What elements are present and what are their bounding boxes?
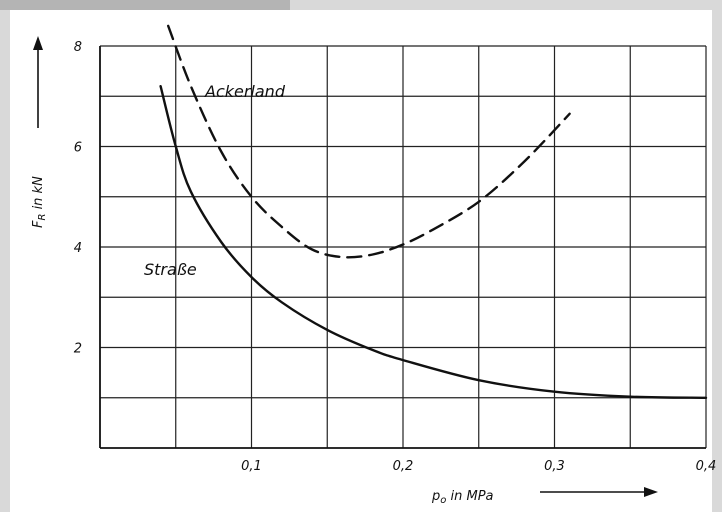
x-axis-title: po in MPa: [431, 489, 494, 506]
y-axis-arrow: [33, 36, 43, 128]
chart-axes: [99, 46, 706, 449]
curve-label-strasse: Straße: [144, 260, 197, 279]
y-axis-title-unit: in kN: [31, 176, 46, 214]
x-axis-title-subscript: o: [440, 495, 446, 506]
series-line-strasse: [159, 85, 708, 399]
chart-ticks: 0,1 0,2 0,3 0,4 2 4 6 8: [74, 40, 717, 474]
y-tick-label: 6: [74, 141, 82, 156]
y-tick-label: 4: [74, 241, 82, 256]
series-line-ackerland: [167, 24, 571, 259]
y-axis-title-subscript: R: [37, 214, 48, 221]
figure-frame: [10, 10, 712, 512]
y-tick-label: 8: [74, 40, 82, 55]
y-axis-title-symbol: F: [31, 220, 46, 228]
x-axis-arrow: [540, 487, 658, 497]
chart-curves: [159, 24, 708, 399]
y-tick-label: 2: [74, 342, 82, 357]
x-axis-title-symbol: p: [431, 489, 440, 504]
x-tick-label: 0,3: [544, 459, 565, 474]
y-axis-title: FR in kN: [31, 176, 48, 228]
x-tick-label: 0,2: [393, 459, 414, 474]
curve-label-ackerland: Ackerland: [204, 82, 286, 101]
x-axis-title-unit: in MPa: [446, 489, 493, 504]
chart-grid: [100, 45, 707, 448]
y-axis-title-group: FR in kN: [31, 176, 48, 228]
x-tick-label: 0,1: [241, 459, 262, 474]
x-tick-label: 0,4: [696, 459, 717, 474]
window-tab-strip: [0, 0, 290, 10]
